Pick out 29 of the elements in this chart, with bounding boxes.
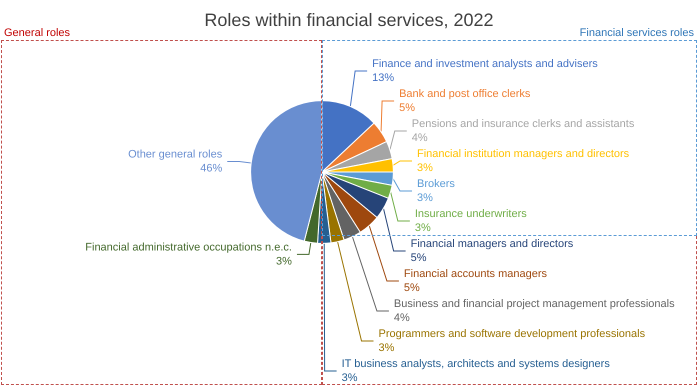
data-label: 3% [342, 372, 358, 384]
data-label: 3% [276, 255, 292, 268]
data-label: 4% [394, 312, 410, 324]
text: General roles [4, 27, 70, 39]
slice-label: Financial administrative occupations n.e.c. [85, 241, 292, 254]
slice-label: Pensions and insurance clerks and assistants [412, 118, 635, 130]
chart-title: Roles within financial services, 2022 [204, 10, 494, 30]
slice-label: Brokers [417, 178, 456, 190]
slice-label: Financial managers and directors [410, 238, 574, 250]
slice-label: Bank and post office clerks [399, 88, 531, 100]
slice-label: Insurance underwriters [414, 208, 528, 220]
slice-label: Financial institution managers and directors [417, 148, 630, 160]
data-label: 3% [417, 162, 434, 174]
slice-label: Other general roles [128, 148, 223, 161]
data-label: 3% [414, 222, 431, 234]
data-label: 4% [412, 132, 428, 144]
data-label: 5% [404, 282, 420, 294]
slice-label: IT business analysts, architects and systems designers [342, 358, 610, 370]
data-label: 46% [200, 162, 222, 175]
slice-label: Finance and investment analysts and advisers [372, 58, 598, 70]
slice-label: Business and financial project management professionals [394, 298, 676, 310]
data-label: 13% [372, 72, 394, 84]
slice-label: Financial accounts managers [404, 268, 548, 280]
data-label: 5% [410, 252, 427, 264]
data-label: 3% [417, 192, 434, 204]
text: Financial services roles [580, 27, 694, 39]
data-label: 3% [378, 342, 395, 354]
data-label: 5% [399, 102, 416, 114]
slice-label: Programmers and software development professionals [378, 328, 646, 340]
